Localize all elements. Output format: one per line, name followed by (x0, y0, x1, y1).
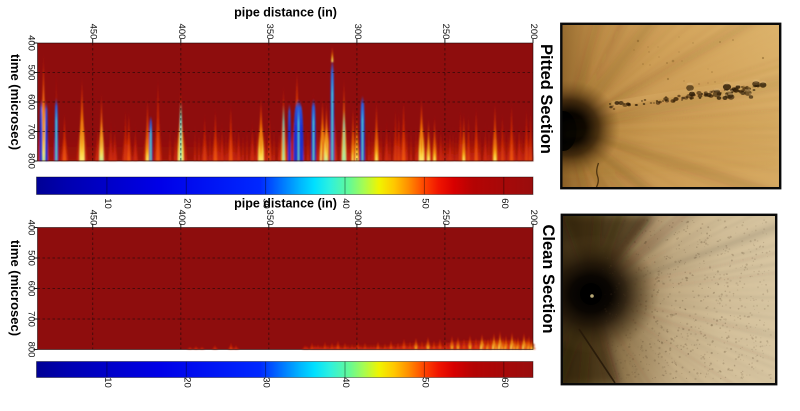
svg-text:pipe distance (in): pipe distance (in) (234, 6, 337, 20)
svg-text:200: 200 (528, 24, 539, 40)
svg-text:400: 400 (26, 35, 37, 51)
svg-text:350: 350 (264, 24, 275, 40)
svg-text:300: 300 (352, 210, 363, 226)
svg-text:10: 10 (102, 377, 113, 388)
svg-text:40: 40 (340, 377, 351, 388)
svg-text:60: 60 (499, 198, 510, 209)
svg-text:800: 800 (26, 342, 37, 358)
svg-text:450: 450 (88, 24, 99, 40)
svg-text:450: 450 (88, 210, 99, 226)
svg-text:time (microsec): time (microsec) (8, 240, 23, 336)
svg-text:700: 700 (26, 311, 37, 327)
svg-text:20: 20 (181, 198, 192, 209)
svg-text:300: 300 (352, 24, 363, 40)
svg-text:60: 60 (499, 377, 510, 388)
svg-text:time (microsec): time (microsec) (8, 54, 23, 150)
svg-text:200: 200 (528, 210, 539, 226)
svg-text:50: 50 (419, 198, 430, 209)
svg-text:500: 500 (26, 65, 37, 81)
svg-text:30: 30 (261, 377, 272, 388)
svg-text:Clean Section: Clean Section (539, 224, 557, 333)
svg-text:40: 40 (340, 198, 351, 209)
svg-text:250: 250 (440, 24, 451, 40)
svg-text:600: 600 (26, 94, 37, 110)
svg-text:20: 20 (181, 377, 192, 388)
svg-text:400: 400 (26, 220, 37, 236)
svg-text:Pitted Section: Pitted Section (537, 44, 555, 154)
svg-text:700: 700 (26, 124, 37, 140)
svg-text:250: 250 (440, 210, 451, 226)
svg-text:600: 600 (26, 281, 37, 297)
svg-text:400: 400 (176, 24, 187, 40)
svg-text:500: 500 (26, 250, 37, 266)
svg-text:400: 400 (176, 210, 187, 226)
svg-text:350: 350 (264, 210, 275, 226)
svg-text:10: 10 (102, 198, 113, 209)
svg-text:800: 800 (26, 153, 37, 169)
svg-text:30: 30 (261, 198, 272, 209)
svg-text:50: 50 (419, 377, 430, 388)
svg-text:pipe distance (in): pipe distance (in) (234, 197, 337, 211)
